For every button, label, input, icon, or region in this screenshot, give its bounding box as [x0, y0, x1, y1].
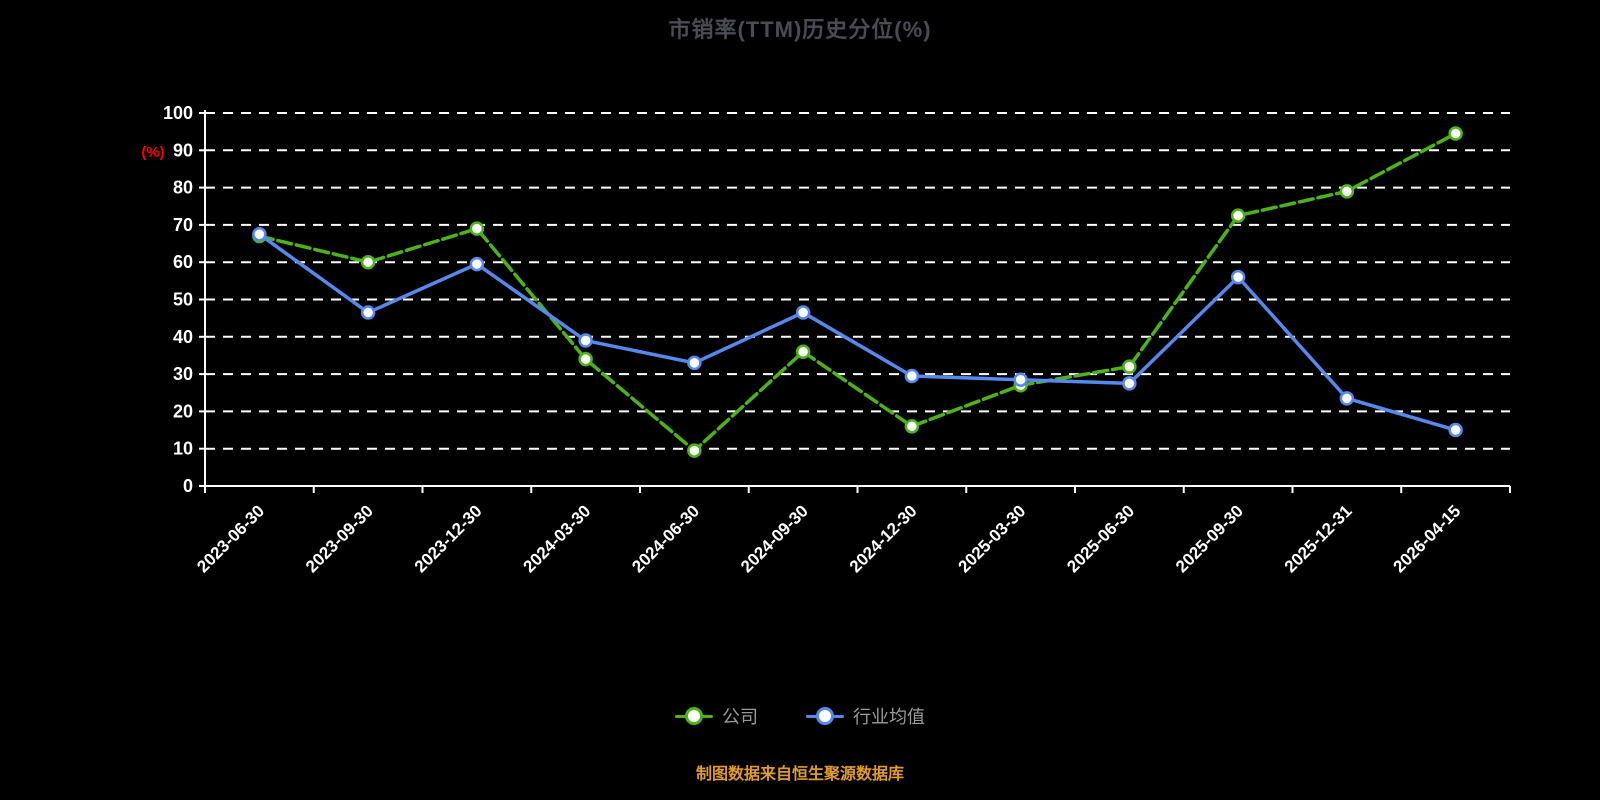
data-source-note: 制图数据来自恒生聚源数据库: [695, 766, 904, 783]
legend: 公司 行业均值: [0, 703, 1600, 729]
svg-text:30: 30: [173, 364, 193, 384]
svg-text:2024-06-30: 2024-06-30: [628, 501, 703, 576]
legend-item-industry-average[interactable]: 行业均值: [806, 703, 925, 729]
svg-text:2025-12-31: 2025-12-31: [1281, 501, 1356, 576]
svg-text:20: 20: [173, 401, 193, 421]
svg-text:2023-12-30: 2023-12-30: [411, 501, 486, 576]
legend-label-industry-average: 行业均值: [853, 707, 925, 727]
svg-text:2024-12-30: 2024-12-30: [846, 501, 921, 576]
company-line-marker-icon: [675, 707, 713, 725]
chart-title: 市销率(TTM)历史分位(%): [668, 17, 932, 42]
svg-text:2023-09-30: 2023-09-30: [302, 501, 377, 576]
svg-text:2024-09-30: 2024-09-30: [737, 501, 812, 576]
svg-text:90: 90: [173, 140, 193, 160]
svg-text:40: 40: [173, 327, 193, 347]
svg-text:2026-04-15: 2026-04-15: [1390, 501, 1465, 576]
svg-text:60: 60: [173, 252, 193, 272]
svg-text:0: 0: [183, 476, 193, 496]
legend-item-company[interactable]: 公司: [675, 703, 758, 729]
svg-text:70: 70: [173, 215, 193, 235]
svg-text:2023-06-30: 2023-06-30: [193, 501, 268, 576]
svg-text:2025-03-30: 2025-03-30: [955, 501, 1030, 576]
svg-text:2024-03-30: 2024-03-30: [520, 501, 595, 576]
svg-text:10: 10: [173, 439, 193, 459]
svg-text:80: 80: [173, 178, 193, 198]
svg-text:2025-06-30: 2025-06-30: [1063, 501, 1138, 576]
svg-text:(%): (%): [141, 144, 164, 161]
svg-text:100: 100: [163, 103, 193, 123]
industry-line-marker-icon: [806, 707, 844, 725]
svg-text:2025-09-30: 2025-09-30: [1172, 501, 1247, 576]
svg-text:50: 50: [173, 290, 193, 310]
legend-label-company: 公司: [722, 707, 758, 727]
